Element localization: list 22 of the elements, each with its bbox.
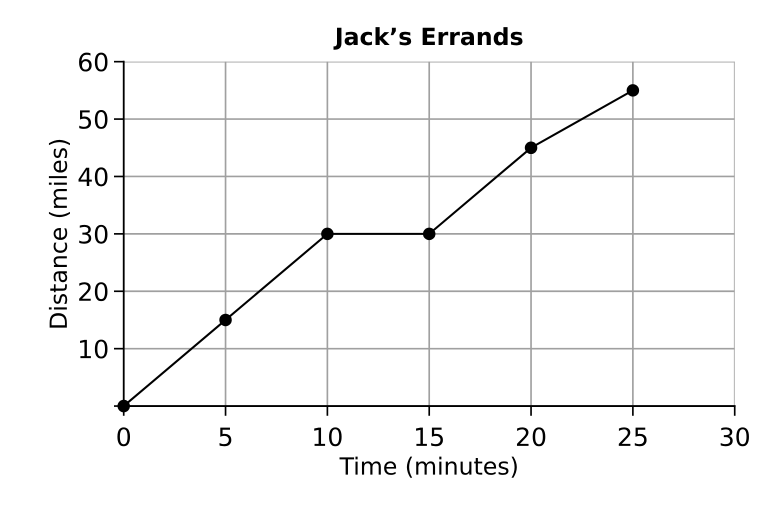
x-axis-title: Time (minutes) [340, 456, 517, 478]
y-tick-label: 50 [79, 110, 108, 129]
x-tick-label: 0 [117, 427, 130, 446]
point [219, 314, 232, 326]
x-tick-label: 10 [314, 427, 342, 446]
y-tick-label: 30 [79, 224, 108, 244]
point [524, 142, 538, 154]
y-tick-label: 10 [80, 340, 108, 359]
x-tick-label: 5 [220, 428, 232, 446]
point [422, 228, 436, 240]
point [626, 84, 640, 97]
y-tick-label: 20 [79, 282, 108, 302]
x-tick-label: 20 [516, 427, 546, 446]
chart-title: Jack’s Errands [334, 27, 522, 50]
point [117, 400, 130, 412]
x-tick-label: 15 [416, 428, 443, 446]
point [321, 228, 334, 240]
y-tick-label: 60 [79, 52, 108, 72]
x-tick-label: 25 [618, 427, 647, 446]
y-tick-label: 40 [78, 167, 108, 186]
x-tick-label: 30 [720, 427, 749, 446]
y-axis-title: Distance (miles) [48, 140, 70, 328]
